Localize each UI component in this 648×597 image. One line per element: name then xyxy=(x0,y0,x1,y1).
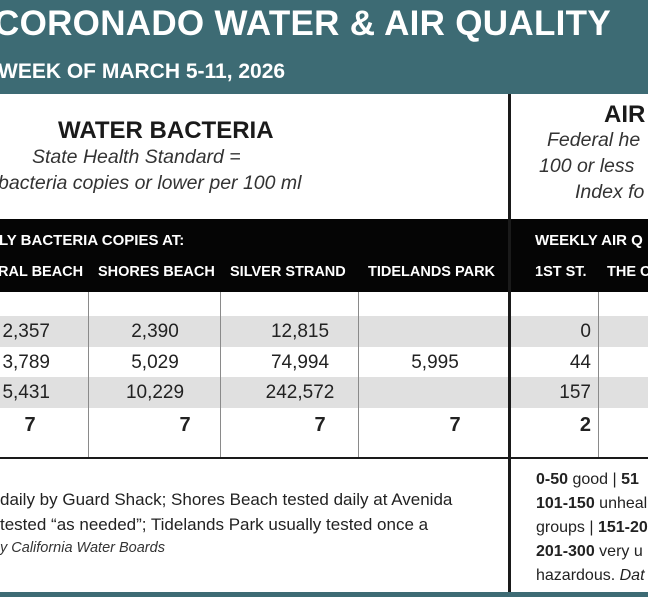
aqi-source: Dat xyxy=(619,567,645,584)
table-cell: 7 xyxy=(449,414,461,436)
air-standard-line2: 100 or less xyxy=(539,155,635,177)
water-col-header-central: RAL BEACH xyxy=(0,264,84,280)
water-table-header: LY BACTERIA COPIES AT: RAL BEACH SHORES … xyxy=(0,219,508,292)
water-col-header-tidelands: TIDELANDS PARK xyxy=(368,264,496,280)
water-note-line1: daily by Guard Shack; Shores Beach teste… xyxy=(0,490,453,509)
aqi-range-51: 51 xyxy=(621,471,639,488)
header-banner: CORONADO WATER & AIR QUALITY WEEK OF MAR… xyxy=(0,0,648,94)
aqi-label-unhealthy-sensitive: unheal xyxy=(594,495,648,512)
table-row: 3,789 5,029 74,994 5,995 xyxy=(0,347,508,378)
aqi-legend-line4: 201-300 very u xyxy=(536,543,643,561)
table-cell: 7 xyxy=(179,414,191,436)
aqi-label-very-unhealthy: very u xyxy=(594,543,643,560)
water-col-header-shores: SHORES BEACH xyxy=(98,264,215,280)
table-cell xyxy=(380,377,490,408)
grid-line xyxy=(88,292,89,457)
table-cell: 3,789 xyxy=(2,352,50,373)
table-row: 44 xyxy=(511,347,648,378)
table-cell: 7 xyxy=(24,414,36,436)
air-standard-line3: Index fo xyxy=(575,181,645,203)
table-cell: 12,815 xyxy=(270,321,330,342)
grid-line xyxy=(358,292,359,457)
grid-line xyxy=(220,292,221,457)
water-col-header-silver-strand: SILVER STRAND xyxy=(230,264,346,280)
table-row-shade-3 xyxy=(0,377,648,408)
aqi-label-groups: groups | xyxy=(536,519,598,536)
air-bar-label: WEEKLY AIR Q xyxy=(535,232,643,249)
aqi-range-101-150: 101-150 xyxy=(536,495,595,512)
water-standard-line2: bacteria copies or lower per 100 ml xyxy=(0,172,302,194)
table-cell: 5,029 xyxy=(131,352,179,373)
table-row: 157 xyxy=(511,377,648,408)
aqi-legend-line3: groups | 151-20 xyxy=(536,519,648,537)
air-section-title: AIR xyxy=(604,101,646,128)
table-cell: 5,995 xyxy=(411,352,459,373)
section-divider xyxy=(508,94,511,594)
grid-line xyxy=(598,292,599,457)
table-cell: 7 xyxy=(314,414,326,436)
table-row: 5,431 10,229 242,572 xyxy=(0,377,508,408)
table-cell: 2 xyxy=(579,414,591,436)
table-row: 2,357 2,390 12,815 xyxy=(0,316,508,347)
table-cell: 242,572 xyxy=(265,382,335,403)
table-cell: 2,357 xyxy=(2,321,50,342)
page-subtitle: WEEK OF MARCH 5-11, 2026 xyxy=(0,60,286,83)
table-row-days-tested: 2 xyxy=(511,410,648,441)
water-bar-label: LY BACTERIA COPIES AT: xyxy=(0,232,185,249)
footer-bar xyxy=(0,592,648,597)
aqi-range-201-300: 201-300 xyxy=(536,543,595,560)
aqi-range-0-50: 0-50 xyxy=(536,471,569,488)
table-row-shade-1 xyxy=(0,316,648,347)
air-table-header: WEEKLY AIR Q 1ST ST. THE C xyxy=(511,219,648,292)
table-cell: 74,994 xyxy=(270,352,330,373)
table-cell: 44 xyxy=(569,352,591,373)
water-note-source: y California Water Boards xyxy=(0,540,165,556)
aqi-legend-line5: hazardous. Dat xyxy=(536,567,645,585)
aqi-legend-line2: 101-150 unheal xyxy=(536,495,647,513)
aqi-range-151-200: 151-20 xyxy=(597,519,648,536)
water-section-title: WATER BACTERIA xyxy=(58,117,274,144)
aqi-legend-line1: 0-50 good | 51 xyxy=(536,471,639,489)
aqi-label-hazardous: hazardous. xyxy=(536,567,620,584)
air-standard-line1: Federal he xyxy=(547,129,641,151)
table-cell xyxy=(380,316,490,347)
aqi-label-good: good | xyxy=(568,471,622,488)
water-note-line2: tested “as needed”; Tidelands Park usual… xyxy=(0,515,429,534)
table-bottom-rule xyxy=(0,457,508,459)
water-standard-line1: State Health Standard = xyxy=(32,146,241,168)
table-cell: 0 xyxy=(580,321,591,342)
table-row-days-tested: 7 7 7 7 xyxy=(0,410,508,441)
air-col-header-1st-st: 1ST ST. xyxy=(535,264,587,280)
table-cell: 2,390 xyxy=(131,321,179,342)
table-row: 0 xyxy=(511,316,648,347)
table-cell: 10,229 xyxy=(125,382,185,403)
air-table-bottom-rule xyxy=(511,457,648,459)
page-title: CORONADO WATER & AIR QUALITY xyxy=(0,4,611,43)
air-col-header-2: THE C xyxy=(607,264,648,280)
table-cell: 157 xyxy=(559,382,591,403)
table-cell: 5,431 xyxy=(2,382,50,403)
